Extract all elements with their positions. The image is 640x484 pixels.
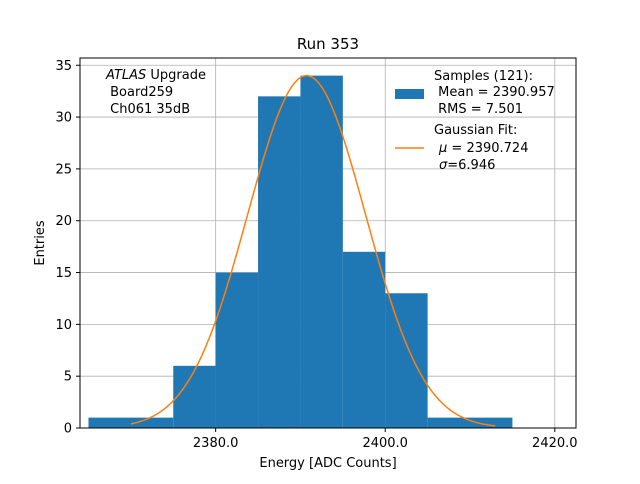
legend-sigma-value: =6.946 [447, 158, 495, 173]
y-tick-label: 35 [55, 59, 72, 74]
legend-fit-line-3: σ=6.946 [439, 158, 495, 173]
legend-mu-symbol: μ [438, 141, 447, 156]
legend-samples-line-2: Mean = 2390.957 [434, 85, 555, 100]
legend-fit-line-2: μ = 2390.724 [438, 141, 528, 156]
x-axis-ticks: 2380.0 2400.0 2420.0 [193, 428, 578, 451]
legend-samples-line-3: RMS = 7.501 [434, 102, 523, 117]
x-tick-label: 2380.0 [193, 436, 239, 451]
histogram-bar [342, 251, 386, 428]
y-axis-label: Entries [33, 220, 48, 266]
fit-layer [130, 74, 496, 427]
histogram-bar [88, 417, 174, 428]
x-tick-label: 2420.0 [532, 436, 578, 451]
plot-frame [79, 57, 577, 429]
legend: Samples (121): Mean = 2390.957 RMS = 7.5… [395, 69, 555, 173]
histogram-bar [385, 293, 428, 428]
annotation-upgrade: Upgrade [146, 68, 206, 83]
gaussian-fit-curve [130, 74, 496, 427]
legend-mu-value: = 2390.724 [447, 141, 528, 156]
histogram-bar [300, 75, 343, 428]
y-tick-label: 20 [55, 214, 72, 229]
y-tick-label: 15 [55, 266, 72, 281]
y-tick-label: 25 [55, 162, 72, 177]
y-tick-label: 0 [64, 422, 72, 437]
histogram-bars [88, 75, 513, 428]
legend-sigma-symbol: σ [439, 158, 448, 173]
chart-title: Run 353 [297, 35, 359, 53]
legend-samples-patch [395, 89, 424, 99]
y-tick-label: 10 [55, 318, 72, 333]
histogram-bar [258, 96, 301, 428]
annotation-atlas: ATLAS [105, 68, 146, 83]
histogram-bar [215, 272, 259, 428]
legend-samples-line-1: Samples (121): [434, 69, 533, 84]
y-tick-label: 5 [64, 370, 72, 385]
histogram-bar [427, 417, 513, 428]
annotation-line-1: ATLAS Upgrade [105, 68, 206, 83]
x-axis-label: Energy [ADC Counts] [259, 456, 396, 471]
histogram-bar [173, 365, 216, 428]
legend-fit-line-1: Gaussian Fit: [434, 123, 517, 138]
y-axis-ticks: 0 5 10 15 20 25 30 35 [55, 59, 80, 437]
annotation-line-2: Board259 [106, 85, 173, 100]
x-tick-label: 2400.0 [362, 436, 408, 451]
y-tick-label: 30 [55, 111, 72, 126]
annotation-line-3: Ch061 35dB [106, 102, 190, 117]
atlas-annotation: ATLAS Upgrade Board259 Ch061 35dB [105, 68, 206, 117]
